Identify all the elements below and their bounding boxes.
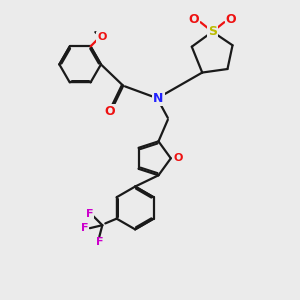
Text: O: O xyxy=(189,13,199,26)
Text: O: O xyxy=(226,13,236,26)
Text: O: O xyxy=(104,105,115,118)
Text: F: F xyxy=(81,223,88,233)
Text: N: N xyxy=(153,92,164,105)
Text: F: F xyxy=(85,209,93,220)
Text: S: S xyxy=(208,25,217,38)
Text: F: F xyxy=(96,237,103,248)
Text: O: O xyxy=(173,153,183,163)
Text: O: O xyxy=(97,32,106,43)
